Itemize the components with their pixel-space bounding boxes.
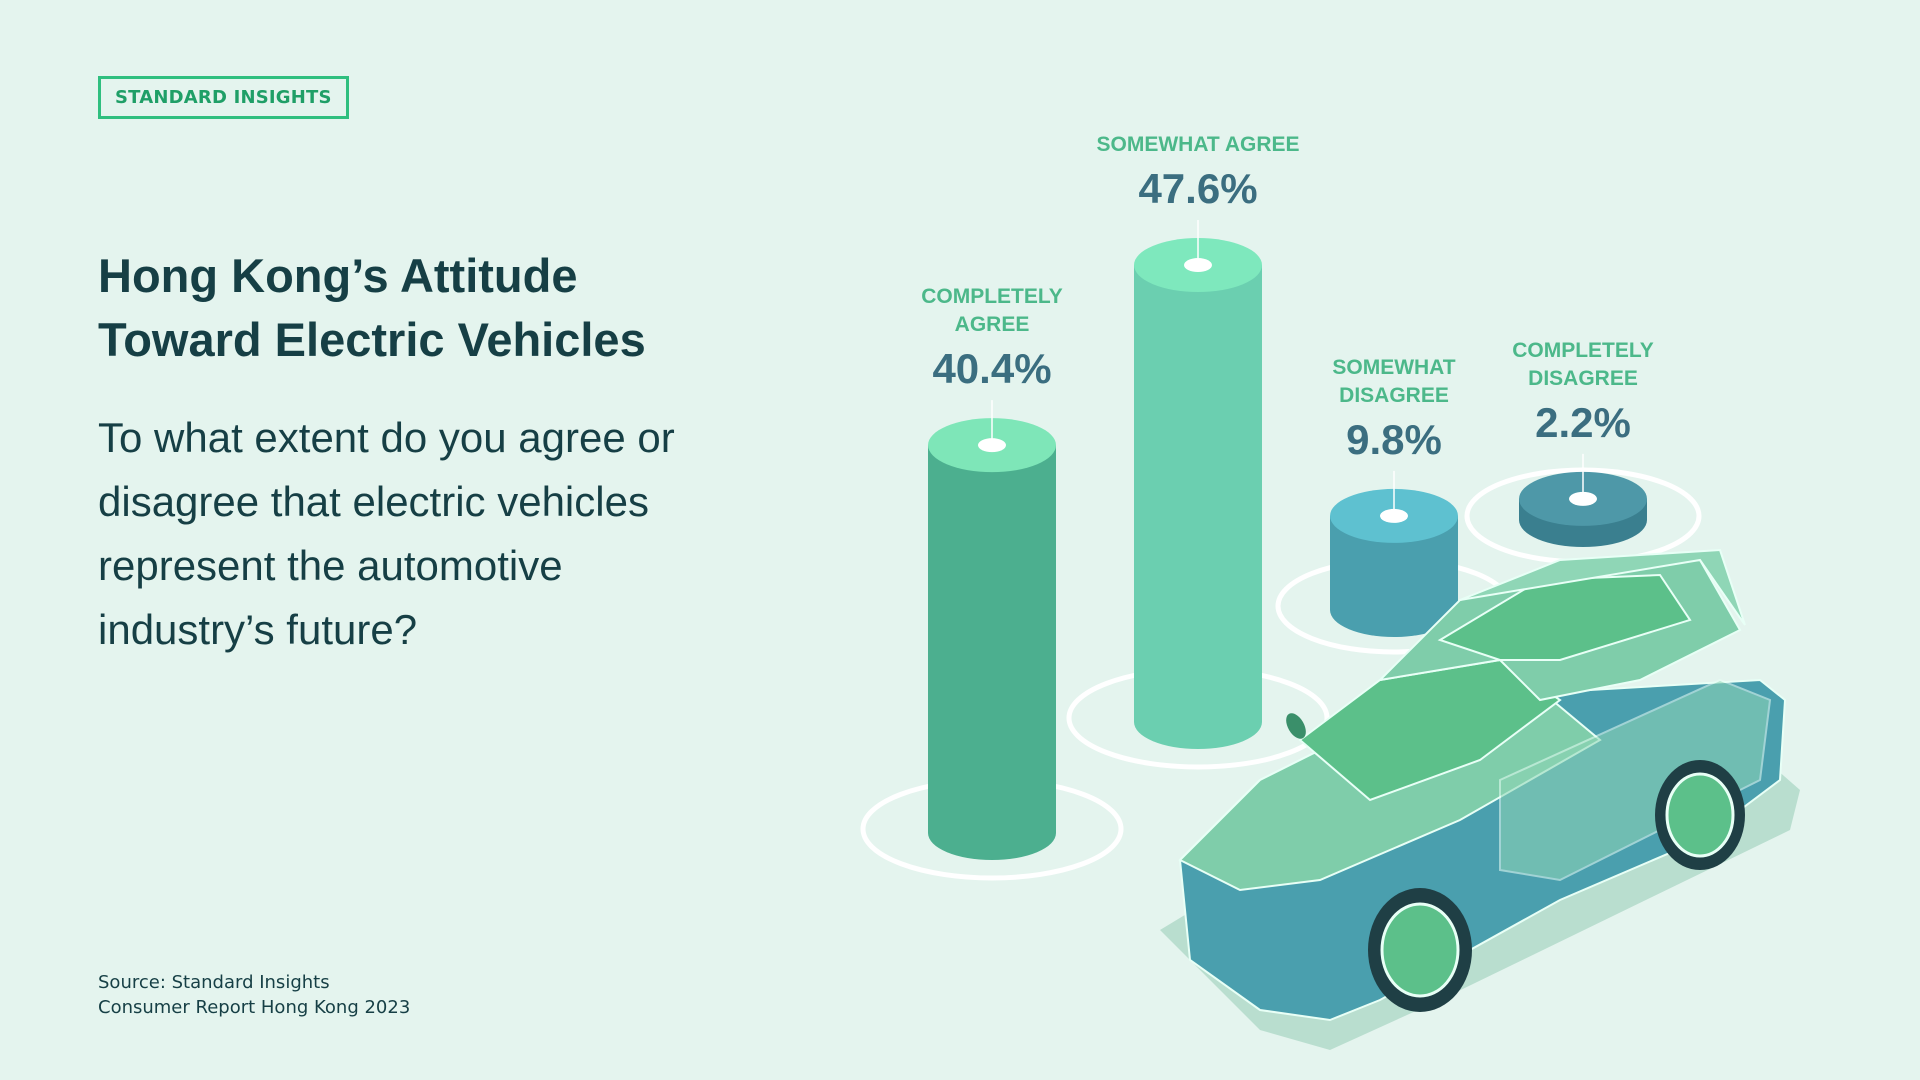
value-label: 9.8%: [1346, 415, 1442, 463]
chart-subtitle: To what extent do you agree or disagree …: [98, 414, 675, 653]
label-group: COMPLETELY DISAGREE 2.2%: [1453, 337, 1713, 447]
cylinder: [928, 445, 1056, 860]
value-label: 2.2%: [1535, 398, 1631, 446]
category-label: COMPLETELY AGREE: [921, 285, 1063, 337]
source-note: Source: Standard Insights Consumer Repor…: [98, 972, 411, 1018]
category-label: SOMEWHAT DISAGREE: [1332, 355, 1456, 407]
brand-badge: STANDARD INSIGHTS: [98, 76, 349, 119]
category-label: SOMEWHAT AGREE: [1096, 133, 1300, 157]
cylinders: [928, 220, 1647, 860]
category-label: COMPLETELY DISAGREE: [1512, 338, 1654, 390]
cylinder: [1330, 515, 1458, 637]
cylinder: [1134, 265, 1262, 749]
car-illustration: [1160, 548, 1800, 1050]
label-group: SOMEWHAT DISAGREE 9.8%: [1264, 354, 1524, 464]
chart-title: Hong Kong’s Attitude Toward Electric Veh…: [98, 249, 646, 366]
value-label: 47.6%: [1138, 165, 1258, 213]
label-group: SOMEWHAT AGREE 47.6%: [1068, 131, 1328, 213]
value-label: 40.4%: [932, 345, 1052, 393]
label-group: COMPLETELY AGREE 40.4%: [862, 283, 1122, 393]
